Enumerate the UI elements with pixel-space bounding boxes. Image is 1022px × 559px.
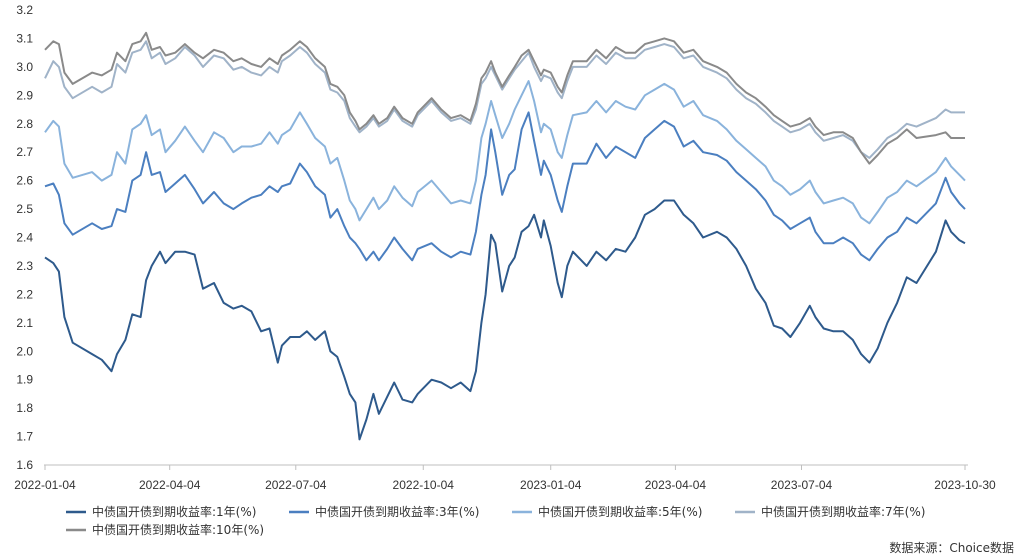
y-tick-label: 3.0 xyxy=(16,60,33,74)
y-tick-label: 2.6 xyxy=(16,174,33,188)
y-tick-label: 1.8 xyxy=(16,401,33,415)
y-tick-label: 2.0 xyxy=(16,344,33,358)
y-tick-label: 2.1 xyxy=(16,316,33,330)
legend: 中债国开债到期收益率:1年(%) 中债国开债到期收益率:3年(%) 中债国开债到期收… xyxy=(66,504,925,537)
legend-label: 中债国开债到期收益率:5年(%) xyxy=(538,504,702,519)
y-tick-label: 2.8 xyxy=(16,117,33,131)
y-tick-label: 1.6 xyxy=(16,458,33,472)
legend-label: 中债国开债到期收益率:1年(%) xyxy=(92,504,256,519)
y-tick-label: 2.2 xyxy=(16,287,33,301)
y-tick-label: 2.3 xyxy=(16,259,33,273)
x-axis-ticks: 2022-01-04 2022-04-04 2022-07-04 2022-10-04… xyxy=(14,465,996,492)
x-tick-label: 2022-01-04 xyxy=(14,478,76,492)
y-tick-label: 2.5 xyxy=(16,202,33,216)
legend-label: 中债国开债到期收益率:7年(%) xyxy=(761,504,925,519)
x-tick-label: 2023-07-04 xyxy=(771,478,833,492)
x-tick-label: 2022-07-04 xyxy=(265,478,327,492)
source-note: 数据来源：Choice数据 xyxy=(889,540,1014,555)
y-tick-label: 2.7 xyxy=(16,145,33,159)
series-line-4 xyxy=(44,40,965,159)
x-tick-label: 2023-10-30 xyxy=(934,478,996,492)
y-tick-label: 1.9 xyxy=(16,373,33,387)
y-axis-tick-labels: 1.6 1.7 1.8 1.9 2.0 2.1 2.2 2.3 2.4 2.5 2.6 2.7 2.8 2… xyxy=(16,3,33,472)
series-line-3 xyxy=(44,80,966,225)
series-line-1 xyxy=(44,199,966,441)
legend-label: 中债国开债到期收益率:3年(%) xyxy=(315,504,479,519)
y-tick-label: 2.9 xyxy=(16,88,33,102)
series-lines xyxy=(44,31,966,441)
y-tick-label: 3.2 xyxy=(16,3,33,17)
y-tick-label: 3.1 xyxy=(16,31,33,45)
x-tick-label: 2023-01-04 xyxy=(520,478,582,492)
y-tick-label: 2.4 xyxy=(16,231,33,245)
y-tick-label: 1.7 xyxy=(16,430,33,444)
x-tick-label: 2022-10-04 xyxy=(393,478,455,492)
x-tick-label: 2022-04-04 xyxy=(139,478,201,492)
series-line-2 xyxy=(44,111,966,262)
series-line-5 xyxy=(44,31,965,165)
legend-label: 中债国开债到期收益率:10年(%) xyxy=(92,522,264,537)
x-tick-label: 2023-04-04 xyxy=(645,478,707,492)
